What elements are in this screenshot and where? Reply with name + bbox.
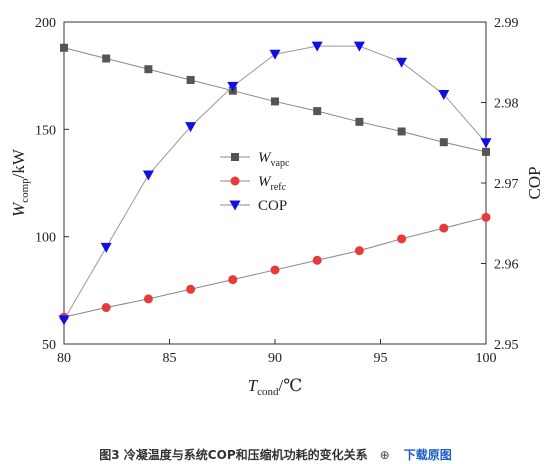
x-tick-label: 85 [163, 351, 177, 366]
data-point [269, 49, 281, 60]
data-point [227, 81, 239, 92]
data-point [143, 294, 153, 304]
chart: 80 85 90 95 100 50 100 150 200 2.95 2.96 2.97 2.98 2.… [9, 16, 544, 398]
y-right-tick-label: 2.97 [494, 177, 519, 192]
x-tick-label: 80 [57, 351, 71, 366]
x-tick-label: 100 [476, 351, 497, 366]
data-point [142, 170, 154, 181]
zoom-in-icon[interactable]: ⊕ [379, 448, 390, 462]
data-point [271, 97, 279, 106]
data-point [186, 284, 196, 294]
y-left-tick-label: 50 [42, 338, 56, 353]
data-point [270, 265, 280, 275]
data-point [397, 234, 407, 244]
x-tick-label: 90 [268, 351, 282, 366]
legend-label: Wvapc [258, 150, 290, 169]
legend-marker [230, 176, 240, 186]
y-right-tick-label: 2.98 [494, 97, 519, 112]
data-point [396, 57, 408, 68]
series-1 [59, 212, 491, 322]
legend-marker [231, 153, 239, 161]
y-right-tick-label: 2.95 [494, 338, 519, 353]
x-axis-title: Tcond/℃ [248, 376, 303, 398]
data-point [144, 65, 153, 74]
figure-caption: 图3 冷凝温度与系统COP和压缩机功耗的变化关系 ⊕ 下载原图 [0, 446, 551, 463]
series-0 [60, 43, 490, 156]
data-point [353, 41, 365, 52]
data-point [439, 223, 449, 233]
data-point [100, 242, 112, 253]
caption-text: 图3 冷凝温度与系统COP和压缩机功耗的变化关系 [99, 448, 368, 462]
data-point [101, 303, 111, 313]
legend-label: COP [258, 198, 287, 214]
y-right-tick-label: 2.96 [494, 258, 519, 273]
legend-item-2: COP [220, 198, 287, 214]
y-left-tick-label: 150 [35, 123, 56, 138]
data-point [397, 127, 406, 136]
y-axis-left-title: Wcomp/kW [9, 148, 31, 217]
legend: Wvapc Wrefc COP [220, 150, 290, 214]
y-axis-right-title: COP [525, 166, 544, 199]
data-point [480, 138, 492, 149]
y-left-tick-label: 200 [35, 16, 56, 31]
legend-item-0: Wvapc [220, 150, 290, 169]
data-point [355, 117, 364, 126]
data-point [185, 122, 197, 133]
download-original-link[interactable]: 下载原图 [403, 448, 452, 462]
data-point [311, 41, 323, 52]
data-point [438, 89, 450, 100]
ticks-layer: 80 85 90 95 100 50 100 150 200 2.95 2.96 2.97 2.98 2.… [35, 16, 519, 366]
series-layer [58, 41, 492, 326]
data-point [312, 255, 322, 265]
data-point [186, 75, 195, 84]
x-tick-label: 95 [374, 351, 388, 366]
data-point [102, 54, 111, 63]
legend-item-1: Wrefc [220, 174, 287, 193]
data-point [482, 147, 490, 156]
y-left-tick-label: 100 [35, 231, 56, 246]
data-point [481, 212, 491, 222]
data-point [58, 315, 70, 326]
legend-label: Wrefc [258, 174, 287, 193]
series-2 [58, 41, 492, 326]
data-point [439, 138, 448, 147]
data-point [313, 107, 322, 116]
data-point [354, 246, 364, 256]
data-point [228, 275, 238, 285]
y-right-tick-label: 2.99 [494, 16, 519, 31]
legend-marker [229, 200, 241, 211]
data-point [60, 43, 68, 52]
